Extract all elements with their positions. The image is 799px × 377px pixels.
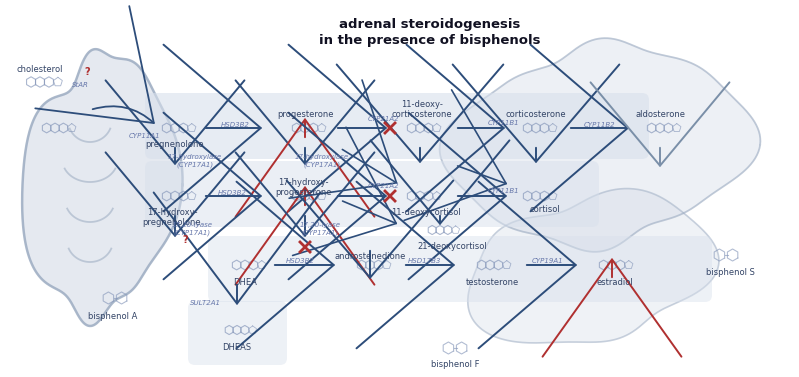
Text: bisphenol A: bisphenol A [89,312,137,321]
Text: CYP11B2: CYP11B2 [584,122,616,128]
Text: HSD3B2: HSD3B2 [221,122,249,128]
FancyBboxPatch shape [188,301,287,365]
FancyBboxPatch shape [145,93,649,159]
Text: aldosterone: aldosterone [635,110,685,119]
Text: CYP11B1: CYP11B1 [488,120,520,126]
Text: adrenal steroidogenesis: adrenal steroidogenesis [340,18,521,31]
Text: 17-hydroxylase
(CYP17A1): 17-hydroxylase (CYP17A1) [295,154,349,167]
Text: 11-deoxycortisol: 11-deoxycortisol [392,208,461,217]
Text: 11-deoxy-
corticosterone: 11-deoxy- corticosterone [392,100,452,120]
Text: bisphenol F: bisphenol F [431,360,479,369]
Text: corticosterone: corticosterone [506,110,566,119]
Text: 17,20-lyase
(CYP17A1): 17,20-lyase (CYP17A1) [300,222,340,236]
Polygon shape [22,49,182,326]
Polygon shape [467,188,719,343]
Text: cholesterol: cholesterol [17,65,63,74]
Text: HSD3B2: HSD3B2 [217,190,246,196]
Text: pregnenolone: pregnenolone [145,140,205,149]
Text: StAR: StAR [72,82,89,88]
Text: CYP21A2: CYP21A2 [368,183,400,189]
FancyBboxPatch shape [208,236,712,302]
Text: 17-hydroxy-
progesterone: 17-hydroxy- progesterone [275,178,332,198]
Text: CYP11B1: CYP11B1 [488,188,520,194]
Text: HSD3B2: HSD3B2 [285,258,315,264]
Text: ?: ? [182,235,188,245]
Text: in the presence of bisphenols: in the presence of bisphenols [320,34,541,47]
Text: progesterone: progesterone [276,110,333,119]
Text: 17-hydroxy-
pregnenolone: 17-hydroxy- pregnenolone [143,208,201,227]
Text: CYP11A1: CYP11A1 [129,133,161,139]
Text: estradiol: estradiol [597,278,634,287]
Text: CYP19A1: CYP19A1 [532,258,564,264]
Text: 17-hydroxylase
(CYP17A1): 17-hydroxylase (CYP17A1) [168,154,222,167]
Text: DHEA: DHEA [233,278,257,287]
Text: testosterone: testosterone [465,278,519,287]
Text: CYP21A2: CYP21A2 [368,116,400,122]
Text: cortisol: cortisol [530,205,560,214]
Text: HSD17B3: HSD17B3 [408,258,442,264]
FancyBboxPatch shape [145,161,599,227]
Text: bisphenol S: bisphenol S [706,268,754,277]
Text: SULT2A1: SULT2A1 [189,300,221,306]
Polygon shape [439,38,761,252]
Text: 17,20-lyase
(CYP17A1): 17,20-lyase (CYP17A1) [172,222,213,236]
Text: ?: ? [84,67,89,77]
Text: 21-deoxycortisol: 21-deoxycortisol [417,242,487,251]
Text: DHEAS: DHEAS [222,343,252,352]
Text: androstenedione: androstenedione [334,252,406,261]
